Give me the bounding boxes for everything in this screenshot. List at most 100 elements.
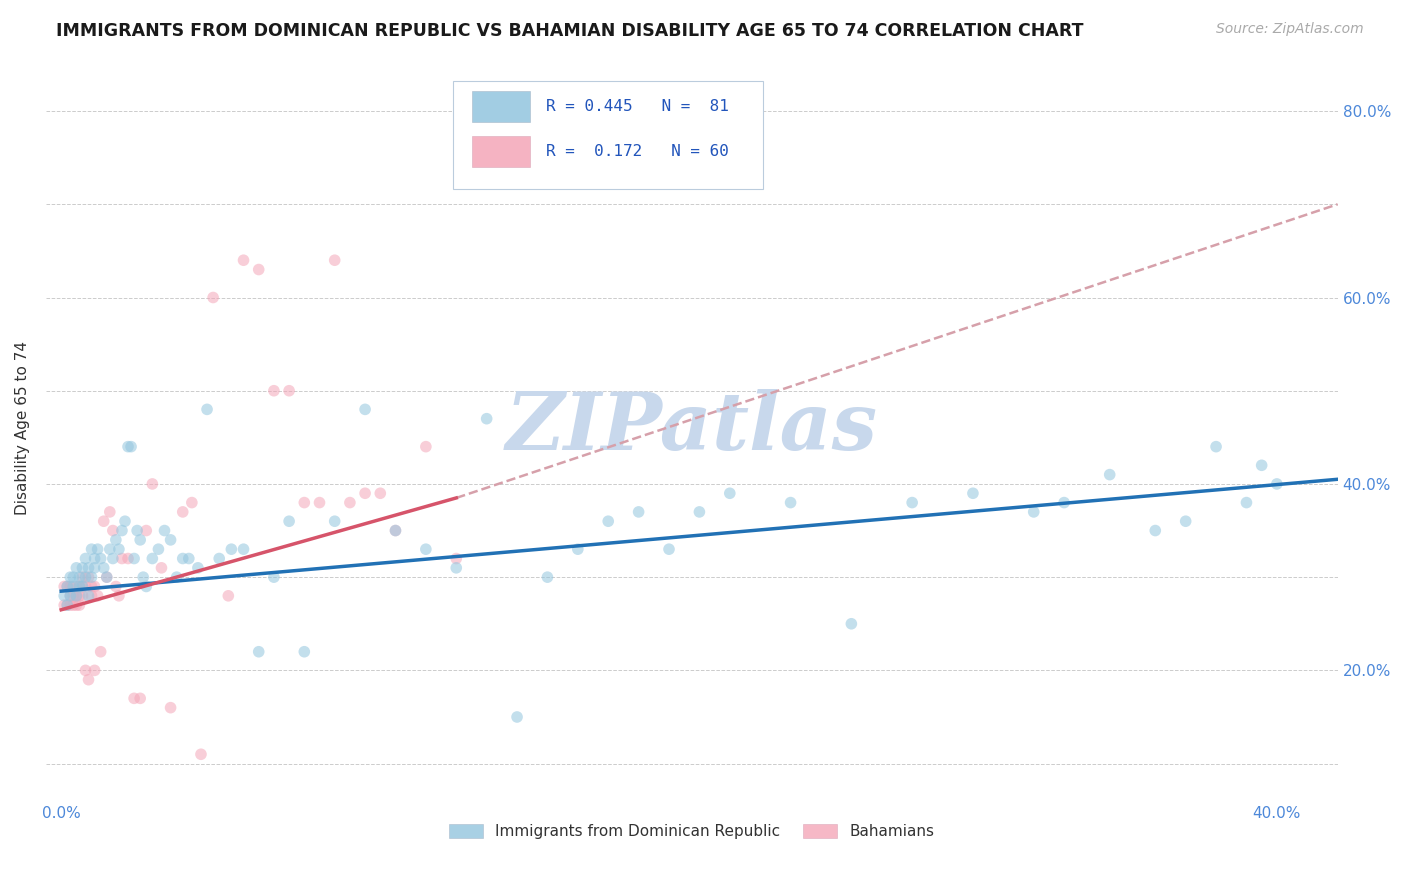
- Point: [93, 514, 115, 528]
- Point: [177, 551, 200, 566]
- Point: [56, 598, 79, 612]
- Point: [104, 533, 127, 547]
- Point: [536, 570, 558, 584]
- Point: [1098, 467, 1121, 482]
- Point: [114, 514, 136, 528]
- Point: [75, 579, 97, 593]
- Point: [354, 486, 377, 500]
- Point: [86, 589, 108, 603]
- Point: [101, 524, 124, 538]
- Point: [111, 524, 134, 538]
- FancyBboxPatch shape: [472, 136, 530, 167]
- Point: [59, 598, 82, 612]
- Point: [1205, 440, 1227, 454]
- Point: [263, 384, 285, 398]
- Point: [67, 598, 90, 612]
- Point: [72, 570, 94, 584]
- Text: Source: ZipAtlas.com: Source: ZipAtlas.com: [1216, 22, 1364, 37]
- Point: [129, 691, 152, 706]
- Point: [172, 551, 194, 566]
- Text: R =  0.172   N = 60: R = 0.172 N = 60: [546, 144, 728, 159]
- Point: [59, 589, 82, 603]
- Point: [354, 402, 377, 417]
- Point: [122, 551, 145, 566]
- Point: [292, 645, 315, 659]
- Point: [108, 542, 131, 557]
- Point: [56, 579, 79, 593]
- Point: [56, 579, 79, 593]
- Point: [117, 551, 139, 566]
- Point: [658, 542, 681, 557]
- Point: [292, 495, 315, 509]
- Point: [475, 411, 498, 425]
- Point: [56, 598, 79, 612]
- Point: [77, 570, 100, 584]
- Text: IMMIGRANTS FROM DOMINICAN REPUBLIC VS BAHAMIAN DISABILITY AGE 65 TO 74 CORRELATI: IMMIGRANTS FROM DOMINICAN REPUBLIC VS BA…: [56, 22, 1084, 40]
- Point: [339, 495, 361, 509]
- Point: [62, 589, 84, 603]
- Point: [90, 645, 112, 659]
- Point: [841, 616, 863, 631]
- Point: [72, 561, 94, 575]
- Point: [384, 524, 406, 538]
- Point: [90, 551, 112, 566]
- Point: [75, 551, 97, 566]
- Point: [59, 589, 82, 603]
- Point: [368, 486, 391, 500]
- Point: [962, 486, 984, 500]
- Point: [104, 579, 127, 593]
- Point: [96, 570, 118, 584]
- Point: [901, 495, 924, 509]
- Point: [72, 579, 94, 593]
- Point: [195, 402, 218, 417]
- Point: [72, 579, 94, 593]
- Point: [415, 542, 437, 557]
- Point: [148, 542, 170, 557]
- Point: [86, 542, 108, 557]
- Point: [278, 514, 301, 528]
- Point: [166, 570, 188, 584]
- Point: [247, 262, 270, 277]
- Point: [323, 253, 346, 268]
- Point: [111, 551, 134, 566]
- Point: [187, 561, 209, 575]
- FancyBboxPatch shape: [472, 91, 530, 122]
- Point: [153, 524, 176, 538]
- Point: [77, 589, 100, 603]
- Point: [1236, 495, 1258, 509]
- Point: [127, 524, 149, 538]
- Point: [384, 524, 406, 538]
- Point: [65, 598, 87, 612]
- Point: [83, 561, 105, 575]
- Point: [506, 710, 529, 724]
- Point: [627, 505, 650, 519]
- Point: [232, 253, 254, 268]
- Point: [129, 533, 152, 547]
- Point: [688, 505, 710, 519]
- Point: [232, 542, 254, 557]
- Point: [718, 486, 741, 500]
- Point: [135, 579, 157, 593]
- Point: [117, 440, 139, 454]
- Point: [263, 570, 285, 584]
- Point: [98, 505, 121, 519]
- Point: [59, 579, 82, 593]
- Point: [415, 440, 437, 454]
- Point: [159, 533, 181, 547]
- Point: [67, 579, 90, 593]
- Point: [180, 495, 202, 509]
- Point: [80, 579, 103, 593]
- Point: [72, 589, 94, 603]
- Point: [65, 589, 87, 603]
- Point: [122, 691, 145, 706]
- Point: [65, 561, 87, 575]
- Point: [80, 570, 103, 584]
- Point: [59, 570, 82, 584]
- Point: [446, 561, 468, 575]
- Point: [62, 579, 84, 593]
- Point: [83, 551, 105, 566]
- Point: [77, 561, 100, 575]
- Point: [135, 524, 157, 538]
- Point: [1144, 524, 1167, 538]
- Point: [567, 542, 589, 557]
